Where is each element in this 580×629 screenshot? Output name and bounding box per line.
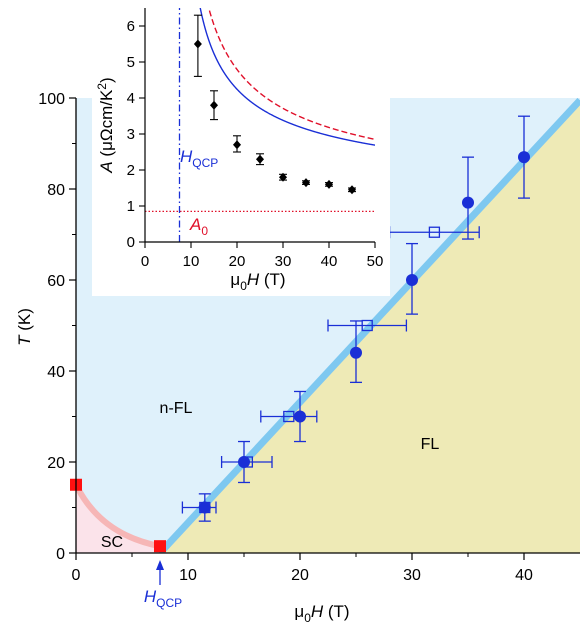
inset-x-tick-label-0: 0 — [141, 253, 149, 270]
inset-fit-red — [208, 8, 375, 141]
inset-ylabel: A (μΩcm/K2) — [95, 77, 116, 173]
main-y-tick-label-80: 80 — [47, 182, 65, 199]
sc-marker-1 — [154, 540, 166, 553]
inset-x-tick-label-30: 30 — [275, 253, 292, 270]
inset-point-7 — [348, 185, 356, 195]
filled-circle-6 — [518, 151, 530, 164]
inset-x-tick-label-20: 20 — [229, 253, 246, 270]
inset-point-1 — [210, 100, 218, 110]
main-y-tick-label-60: 60 — [47, 273, 65, 290]
inset-axes: 0 10 20 30 40 50 0 1 2 3 4 5 6 — [127, 8, 384, 270]
main-x-tick-label-20: 20 — [291, 567, 309, 584]
fl-label: FL — [421, 436, 440, 453]
hqcp-annotation: HQCP — [144, 560, 182, 610]
sc-dome-line — [76, 481, 163, 550]
inset-y-tick-label-1: 1 — [127, 198, 135, 215]
inset-point-6 — [325, 179, 333, 189]
main-xlabel: μ0H (T) — [294, 602, 349, 625]
main-x-tick-label-0: 0 — [72, 567, 81, 584]
main-y-tick-label-0: 0 — [56, 546, 65, 563]
main-ylabel: T (K) — [15, 308, 34, 346]
inset-y-tick-label-5: 5 — [127, 54, 135, 71]
main-x-tick-label-10: 10 — [179, 567, 197, 584]
phase-boundary-line — [157, 98, 580, 553]
sc-label: SC — [101, 534, 123, 551]
inset-y-tick-label-4: 4 — [127, 90, 135, 107]
main-x-tick-label-30: 30 — [403, 567, 421, 584]
inset-x-tick-label-10: 10 — [183, 253, 200, 270]
inset-point-2 — [233, 140, 241, 150]
inset-y-tick-label-0: 0 — [127, 234, 135, 251]
filled-circle-5 — [462, 196, 474, 209]
open-squares — [199, 226, 441, 514]
inset-point-3 — [256, 154, 264, 164]
filled-circle-3 — [350, 346, 362, 359]
inset-y-tick-label-3: 3 — [127, 126, 135, 143]
inset-y-tick-label-6: 6 — [127, 18, 135, 35]
main-x-tick-label-40: 40 — [515, 567, 533, 584]
inset-fit-blue — [199, 8, 375, 146]
inset-y-tick-label-2: 2 — [127, 162, 135, 179]
inset-point-0 — [193, 39, 202, 49]
inset-point-4 — [279, 172, 287, 182]
inset-xlabel: μ0H (T) — [230, 270, 285, 293]
inset-points — [193, 39, 356, 195]
main-y-tick-label-100: 100 — [38, 91, 65, 108]
main-y-tick-label-40: 40 — [47, 364, 65, 381]
nfl-label: n-FL — [160, 400, 193, 417]
inset-point-5 — [302, 178, 310, 188]
inset-background — [92, 0, 390, 296]
sc-region — [76, 484, 160, 553]
filled-circle-1 — [238, 456, 250, 468]
main-y-tick-label-20: 20 — [47, 455, 65, 472]
inset-hqcp-label: HQCP — [180, 147, 218, 170]
hqcp-label: HQCP — [144, 587, 182, 610]
open-square-2 — [283, 410, 295, 423]
open-square-4 — [428, 226, 441, 238]
inset-chart: 0 10 20 30 40 50 0 1 2 3 4 5 6 HQCP A0 μ0H (T) A (μΩ… — [92, 0, 390, 296]
inset-x-tick-label-50: 50 — [367, 253, 384, 270]
open-square-3 — [361, 319, 373, 332]
filled-circle-4 — [406, 274, 418, 286]
filled-circles — [198, 151, 530, 514]
inset-a0-label: A0 — [189, 215, 208, 238]
filled-circle-0 — [198, 501, 211, 514]
inset-x-tick-label-40: 40 — [321, 253, 338, 270]
filled-circle-2 — [294, 410, 306, 423]
